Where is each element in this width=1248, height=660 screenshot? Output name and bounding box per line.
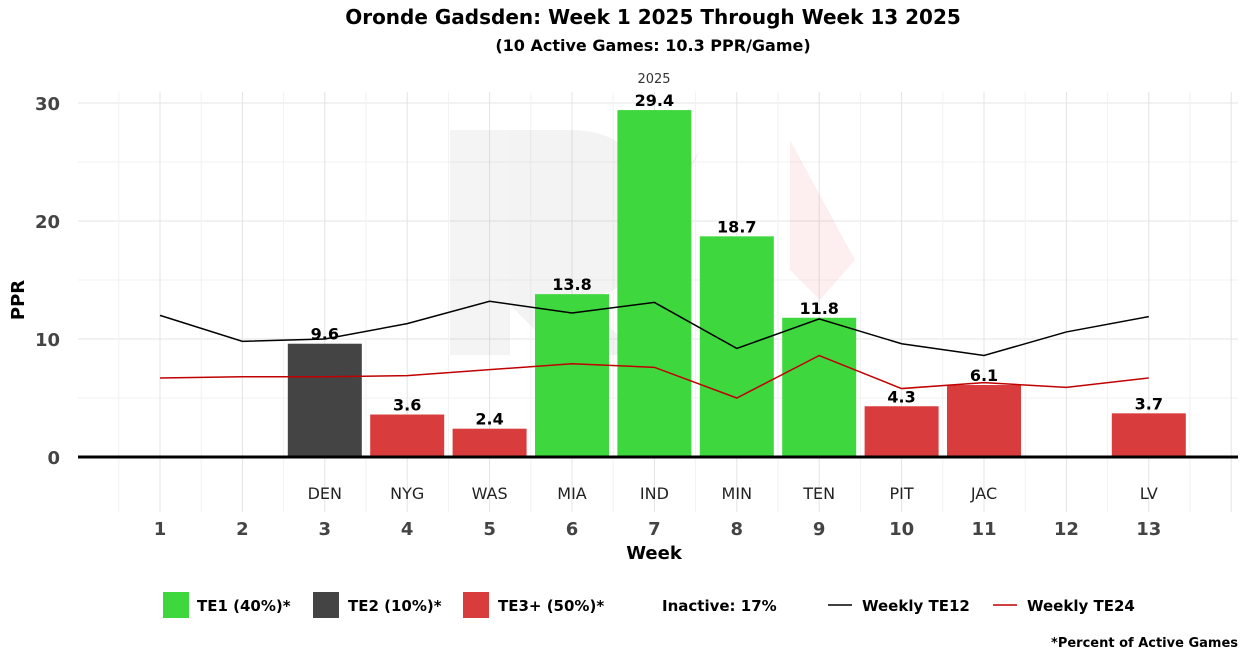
legend-swatch-te2 <box>313 592 339 618</box>
x-tick-label: 7 <box>648 519 661 540</box>
x-tick-label: 4 <box>401 519 414 540</box>
opponent-label: LV <box>1140 484 1158 503</box>
y-axis-label: PPR <box>8 280 29 320</box>
legend-swatch-te3 <box>463 592 489 618</box>
x-tick-label: 11 <box>971 519 996 540</box>
opponent-label: MIA <box>557 484 587 503</box>
opponent-label: NYG <box>390 484 424 503</box>
y-tick-label: 0 <box>47 448 60 469</box>
footnote: *Percent of Active Games <box>1051 636 1238 651</box>
bar-value-label: 13.8 <box>552 275 591 294</box>
opponent-label: MIN <box>722 484 753 503</box>
x-tick-label: 13 <box>1136 519 1161 540</box>
legend-inactive: Inactive: 17% <box>662 597 777 615</box>
x-axis-label: Week <box>626 543 683 564</box>
bar-value-label: 29.4 <box>635 91 674 110</box>
bar-week-4 <box>370 414 445 457</box>
x-tick-label: 8 <box>731 519 744 540</box>
bar-value-label: 3.7 <box>1135 394 1163 413</box>
y-tick-label: 10 <box>35 330 60 351</box>
x-tick-label: 2 <box>236 519 249 540</box>
legend-label-te1: TE1 (40%)* <box>197 597 291 615</box>
bar-week-3 <box>287 343 362 457</box>
bar-week-11 <box>947 385 1021 457</box>
opponent-label: JAC <box>970 484 997 503</box>
bar-week-8 <box>699 236 774 457</box>
legend-label-te24: Weekly TE24 <box>1027 597 1135 615</box>
line-weekly-te12 <box>159 300 1149 357</box>
line-weekly-te24 <box>159 354 1149 399</box>
bar-value-label: 6.1 <box>970 366 998 385</box>
legend-label-te2: TE2 (10%)* <box>348 597 442 615</box>
x-tick-label: 12 <box>1054 519 1079 540</box>
bar-value-label: 9.6 <box>311 325 339 344</box>
facet-label: 2025 <box>637 72 670 87</box>
chart-title: Oronde Gadsden: Week 1 2025 Through Week… <box>345 5 961 29</box>
bar-week-13 <box>1111 413 1186 457</box>
opponent-label: DEN <box>308 484 342 503</box>
x-tick-label: 10 <box>889 519 914 540</box>
bar-week-7 <box>617 110 692 457</box>
bar-value-label: 3.6 <box>393 396 421 415</box>
bar-week-6 <box>535 294 609 457</box>
x-tick-label: 6 <box>566 519 579 540</box>
y-tick-label: 20 <box>35 212 60 233</box>
bar-week-9 <box>782 317 857 457</box>
y-tick-label: 30 <box>35 94 60 115</box>
legend-label-te12: Weekly TE12 <box>862 597 970 615</box>
x-tick-label: 5 <box>483 519 496 540</box>
bar-value-label: 4.3 <box>887 387 915 406</box>
bar-value-label: 18.7 <box>717 217 756 236</box>
x-tick-label: 3 <box>319 519 332 540</box>
x-tick-label: 9 <box>813 519 826 540</box>
bar-week-5 <box>452 428 527 457</box>
bar-value-label: 11.8 <box>799 299 838 318</box>
chart-subtitle: (10 Active Games: 10.3 PPR/Game) <box>495 36 810 55</box>
opponent-label: WAS <box>472 484 508 503</box>
opponent-label: IND <box>640 484 669 503</box>
opponent-label: TEN <box>802 484 835 503</box>
bar-week-10 <box>864 406 939 457</box>
x-tick-label: 1 <box>154 519 167 540</box>
bar-value-label: 2.4 <box>475 410 503 429</box>
opponent-label: PIT <box>890 484 914 503</box>
legend-label-te3: TE3+ (50%)* <box>498 597 604 615</box>
legend: TE1 (40%)* TE2 (10%)* TE3+ (50%)* Inacti… <box>163 592 1135 618</box>
legend-swatch-te1 <box>163 592 189 618</box>
